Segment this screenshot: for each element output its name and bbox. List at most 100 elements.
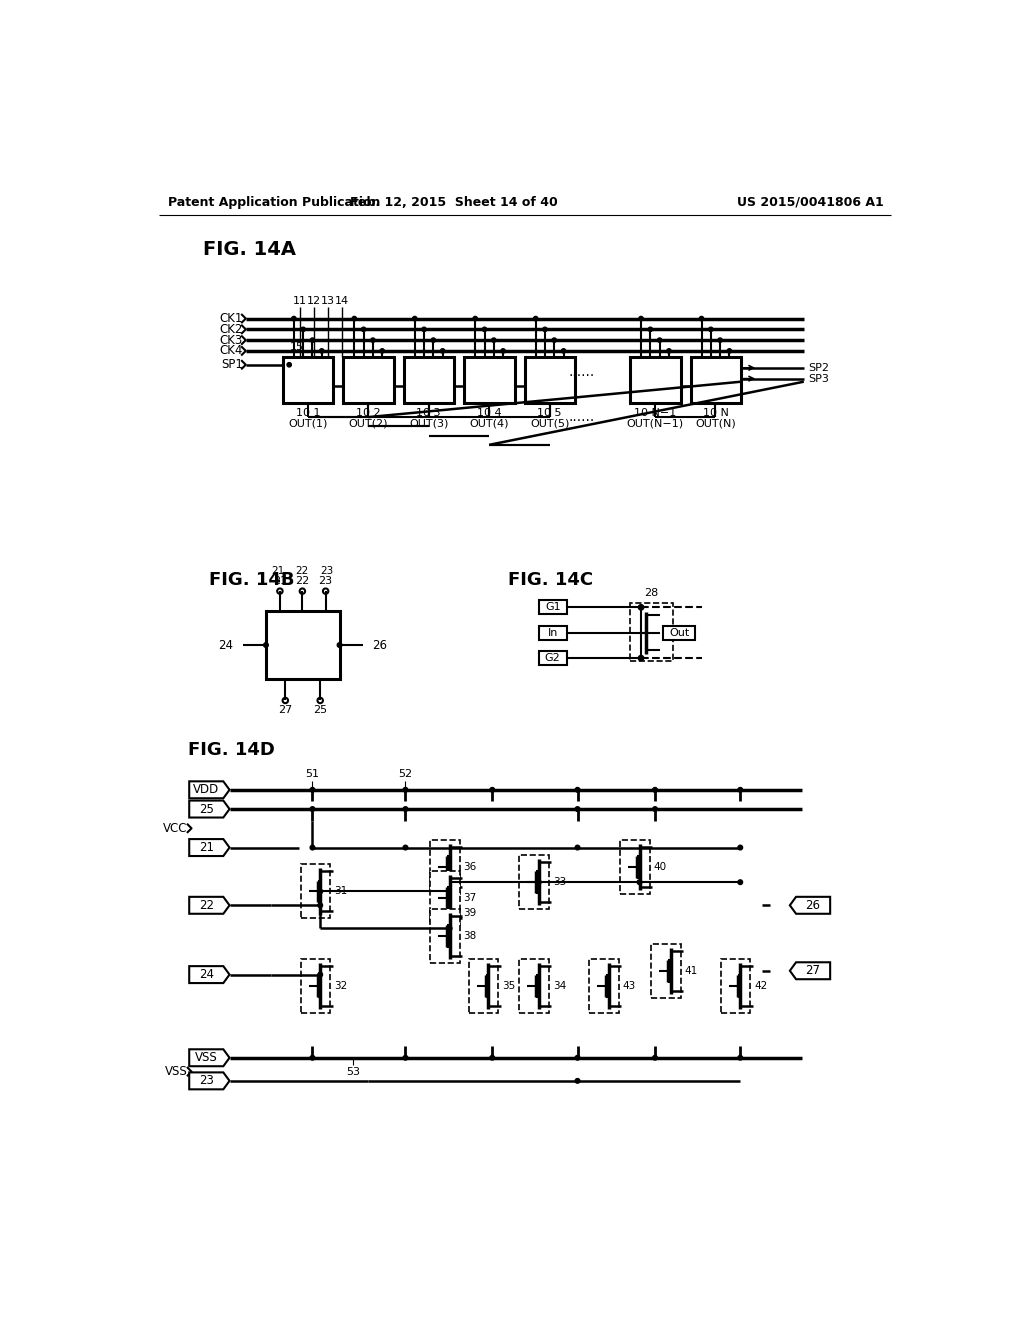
Text: 35: 35 [503, 981, 515, 991]
Circle shape [575, 807, 580, 812]
Circle shape [652, 807, 657, 812]
Text: 33: 33 [553, 878, 566, 887]
Polygon shape [189, 896, 229, 913]
Polygon shape [790, 896, 830, 913]
Text: 28: 28 [644, 589, 658, 598]
Text: 24: 24 [199, 968, 214, 981]
Text: 11: 11 [293, 296, 307, 306]
Text: 42: 42 [755, 981, 767, 991]
Text: FIG. 14D: FIG. 14D [188, 741, 275, 759]
Text: 52: 52 [398, 770, 413, 779]
Text: CK3: CK3 [219, 334, 243, 347]
Circle shape [738, 845, 742, 850]
Bar [663, 626, 695, 640]
Bar [266, 611, 340, 678]
Text: CK4: CK4 [219, 345, 243, 358]
Text: 14: 14 [335, 296, 349, 306]
Circle shape [317, 890, 323, 894]
Circle shape [371, 338, 375, 342]
Text: 10 1: 10 1 [296, 408, 321, 417]
Circle shape [431, 338, 435, 342]
Text: 24: 24 [218, 639, 233, 652]
Text: CK2: CK2 [219, 323, 243, 335]
Text: 51: 51 [305, 770, 319, 779]
Text: CK1: CK1 [219, 312, 243, 325]
Circle shape [352, 317, 356, 321]
Text: 23: 23 [199, 1074, 214, 1088]
Circle shape [575, 1078, 580, 1084]
Bar [721, 960, 751, 1014]
Text: US 2015/0041806 A1: US 2015/0041806 A1 [737, 195, 884, 209]
Text: VSS: VSS [195, 1051, 218, 1064]
Circle shape [489, 788, 495, 792]
Polygon shape [189, 1072, 229, 1089]
Text: OUT(N−1): OUT(N−1) [627, 418, 684, 428]
Text: 26: 26 [806, 899, 820, 912]
Circle shape [552, 338, 556, 342]
Text: In: In [548, 628, 558, 638]
Bar [430, 909, 460, 964]
Circle shape [422, 327, 426, 331]
Text: Out: Out [669, 628, 689, 638]
Text: 40: 40 [653, 862, 667, 871]
Circle shape [738, 1056, 742, 1060]
Text: OUT(4): OUT(4) [469, 418, 509, 428]
Circle shape [501, 348, 505, 352]
Text: 25: 25 [199, 803, 214, 816]
Circle shape [492, 338, 496, 342]
Bar [630, 603, 673, 661]
Bar [524, 358, 575, 404]
Text: 10 N−1: 10 N−1 [634, 408, 676, 417]
Bar [651, 944, 681, 998]
Text: 26: 26 [372, 639, 387, 652]
Circle shape [310, 338, 314, 342]
Circle shape [287, 363, 292, 367]
Circle shape [638, 656, 644, 661]
Text: FIG. 14B: FIG. 14B [209, 572, 295, 589]
Circle shape [638, 605, 644, 610]
Circle shape [301, 327, 305, 331]
Circle shape [337, 643, 342, 647]
Text: OUT(3): OUT(3) [409, 418, 449, 428]
Circle shape [263, 643, 268, 647]
Text: 10 5: 10 5 [538, 408, 562, 417]
Circle shape [648, 327, 652, 331]
Polygon shape [189, 840, 229, 857]
Text: 41: 41 [684, 966, 697, 975]
Text: 22: 22 [199, 899, 214, 912]
Circle shape [310, 807, 314, 812]
Circle shape [413, 317, 417, 321]
Circle shape [317, 903, 323, 908]
Text: 43: 43 [623, 981, 636, 991]
Text: G2: G2 [545, 653, 560, 663]
Circle shape [537, 880, 541, 884]
Text: OUT(2): OUT(2) [348, 418, 388, 428]
Text: 34: 34 [553, 981, 566, 991]
Circle shape [310, 845, 314, 850]
Text: Patent Application Publication: Patent Application Publication [168, 195, 381, 209]
Text: 10 2: 10 2 [356, 408, 381, 417]
Text: ......: ...... [568, 366, 595, 379]
Text: 10 4: 10 4 [477, 408, 502, 417]
Text: 31: 31 [334, 887, 347, 896]
Bar [690, 358, 741, 404]
Text: 12: 12 [307, 296, 322, 306]
Text: 21: 21 [272, 576, 287, 586]
Circle shape [709, 327, 713, 331]
Text: 21: 21 [271, 566, 285, 576]
Circle shape [473, 317, 477, 321]
Text: ......: ...... [568, 411, 595, 424]
Circle shape [575, 788, 580, 792]
Circle shape [403, 845, 408, 850]
Text: FIG. 14C: FIG. 14C [508, 572, 593, 589]
Text: 22: 22 [295, 576, 309, 586]
Text: 36: 36 [464, 862, 477, 871]
Bar [430, 840, 460, 894]
Circle shape [667, 348, 671, 352]
Text: 25: 25 [313, 705, 328, 715]
Polygon shape [189, 781, 229, 799]
Text: 37: 37 [464, 892, 477, 903]
Text: 23: 23 [321, 566, 334, 576]
Circle shape [657, 338, 662, 342]
Circle shape [317, 973, 323, 977]
